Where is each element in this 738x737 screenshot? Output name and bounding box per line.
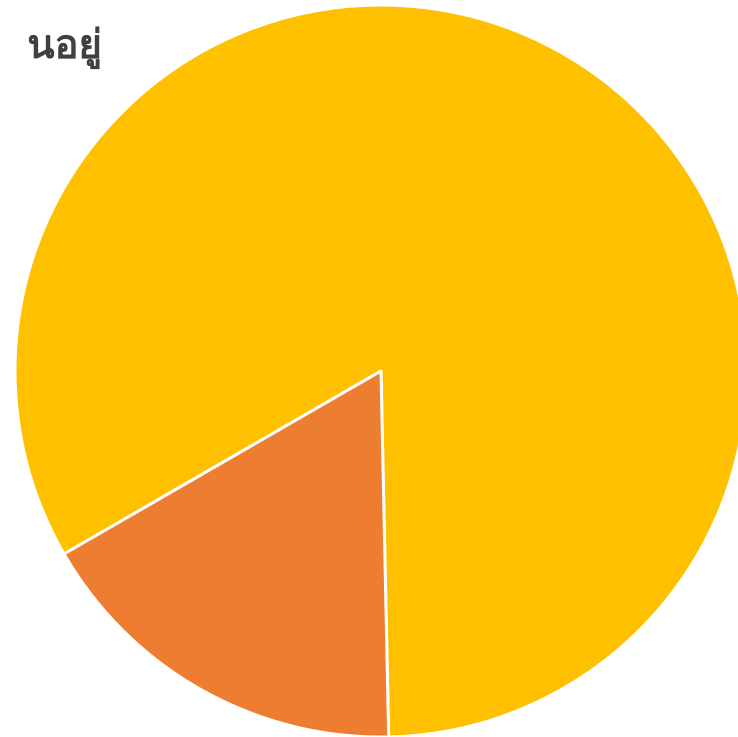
pie-slice-1 <box>13 3 738 737</box>
pie-slices <box>13 3 738 737</box>
pie-slice-2 <box>62 369 391 737</box>
chart-title: นอยู่ <box>27 22 102 68</box>
